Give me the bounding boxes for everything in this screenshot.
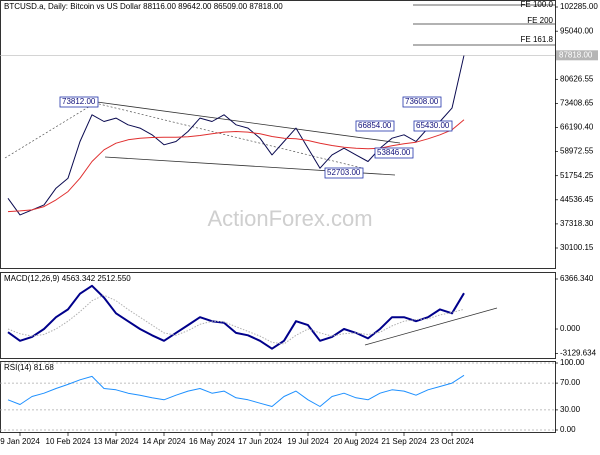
y-tick-label: -3129.634 xyxy=(560,349,597,358)
annotation-box xyxy=(413,120,453,132)
watermark: ActionForex.com xyxy=(207,206,372,231)
x-tick-label: 13 Mar 2024 xyxy=(94,437,139,446)
panel-frame xyxy=(0,272,556,359)
series-line xyxy=(7,119,465,213)
y-tick-label: 44536.45 xyxy=(560,195,594,204)
y-tick-label: 0.00 xyxy=(560,425,576,434)
y-tick-label: 100.00 xyxy=(560,358,585,367)
fe-label: FE 200 xyxy=(527,16,553,25)
trend-line xyxy=(94,102,363,169)
annotation-box xyxy=(402,96,442,108)
y-tick-label: 0.000 xyxy=(560,324,581,333)
x-tick-label: 16 May 2024 xyxy=(189,437,236,446)
y-tick-label: 6366.340 xyxy=(560,274,594,283)
y-tick-label: 30100.15 xyxy=(560,243,594,252)
y-tick-label: 51754.25 xyxy=(560,171,594,180)
x-tick-label: 17 Jun 2024 xyxy=(238,437,283,446)
x-tick-label: 10 Feb 2024 xyxy=(46,437,91,446)
annotation: 53846.00 xyxy=(377,148,411,157)
x-tick-label: 21 Sep 2024 xyxy=(381,437,427,446)
y-tick-label: 102285.00 xyxy=(560,2,598,11)
annotation-box xyxy=(324,167,364,179)
series-line xyxy=(7,294,465,345)
annotation-box xyxy=(59,96,99,108)
annotation: 52703.00 xyxy=(327,168,361,177)
fe-label: FE 161.8 xyxy=(521,35,554,44)
y-tick-label: 73408.65 xyxy=(560,99,594,108)
x-tick-label: 19 Jul 2024 xyxy=(287,437,329,446)
y-tick-label: 80626.55 xyxy=(560,74,594,83)
x-tick-label: 9 Jan 2024 xyxy=(0,437,40,446)
annotation: 73812.00 xyxy=(62,97,96,106)
panel-frame xyxy=(0,0,556,269)
y-tick-label: 30.00 xyxy=(560,405,581,414)
panel-title: RSI(14) 81.68 xyxy=(4,363,54,372)
y-tick-label: 70.00 xyxy=(560,378,581,387)
y-tick-label: 58972.55 xyxy=(560,147,594,156)
panel-title: BTCUSD.a, Daily: Bitcoin vs US Dollar 88… xyxy=(4,2,283,11)
fe-label: FE 100.0 xyxy=(521,0,554,9)
macd-trend-line xyxy=(364,307,498,346)
x-tick-label: 14 Apr 2024 xyxy=(142,437,186,446)
x-tick-label: 23 Oct 2024 xyxy=(430,437,474,446)
y-tick-label: 95040.00 xyxy=(560,26,594,35)
channel-line xyxy=(96,101,401,144)
series-line xyxy=(7,284,465,350)
annotation: 73608.00 xyxy=(405,97,439,106)
price-marker-box xyxy=(556,50,598,61)
annotation-box xyxy=(355,120,395,132)
series-line xyxy=(7,55,465,216)
annotation: 65430.00 xyxy=(416,121,450,130)
y-tick-label: 37318.30 xyxy=(560,219,594,228)
trend-line xyxy=(4,102,96,159)
series-line xyxy=(7,374,465,407)
panel-title: MACD(12,26,9) 4563.342 2512.550 xyxy=(4,274,131,283)
price-marker-label: 87818.00 xyxy=(559,50,593,59)
x-tick-label: 20 Aug 2024 xyxy=(334,437,379,446)
panel-frame xyxy=(0,361,556,433)
annotation-box xyxy=(374,147,414,159)
annotation: 66854.00 xyxy=(358,121,392,130)
y-tick-label: 66190.40 xyxy=(560,123,594,132)
